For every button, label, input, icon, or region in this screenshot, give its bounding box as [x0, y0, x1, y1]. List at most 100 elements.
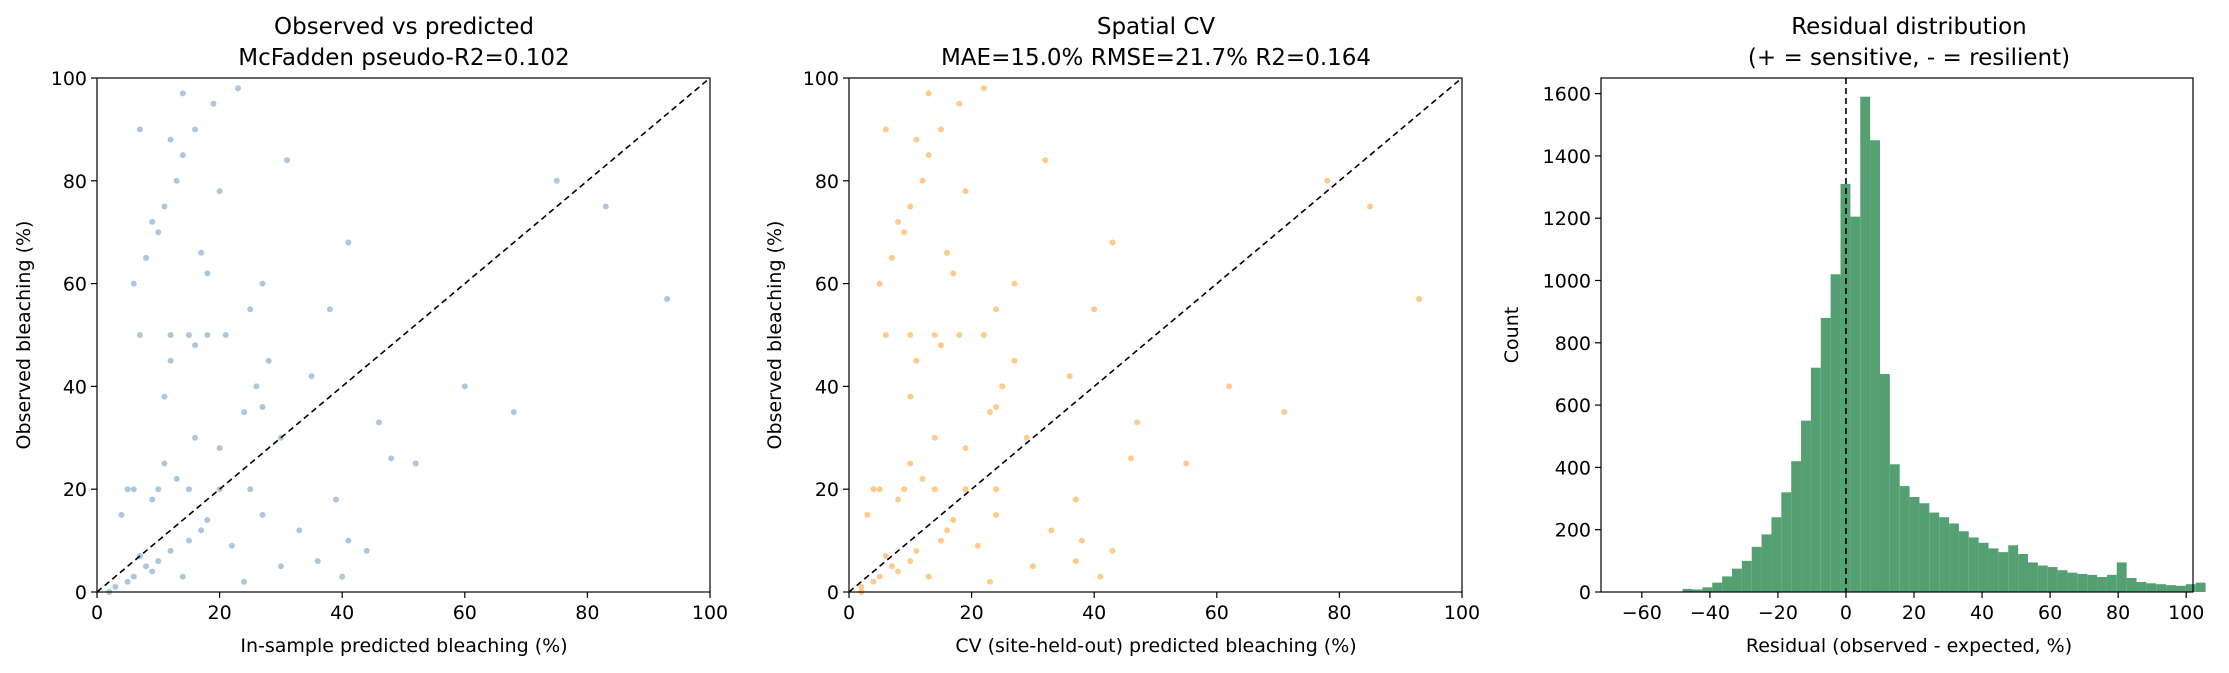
x-tick-label: 20 — [960, 602, 984, 624]
scatter-point — [974, 542, 981, 549]
scatter-point — [118, 511, 125, 518]
scatter-point — [253, 383, 260, 390]
histogram-bar — [1850, 216, 1861, 592]
histogram-bar — [1741, 560, 1752, 592]
scatter-point — [888, 254, 895, 261]
scatter-point — [155, 558, 162, 565]
x-axis-label: Residual (observed - expected, %) — [1746, 635, 2072, 657]
histogram-bar — [2027, 562, 2038, 592]
scatter-point — [167, 547, 174, 554]
x-axis-label: CV (site-held-out) predicted bleaching (… — [955, 635, 1356, 657]
scatter-point — [925, 573, 932, 580]
scatter-point — [980, 332, 987, 338]
scatter-point — [1226, 383, 1233, 390]
y-tick-label: 400 — [1555, 457, 1591, 479]
scatter-point — [956, 100, 963, 107]
scatter-point — [980, 85, 987, 92]
scatter-point — [143, 254, 150, 261]
scatter-point — [1109, 239, 1116, 246]
scatter-point — [913, 357, 920, 364]
scatter-point — [1048, 527, 1055, 534]
scatter-point — [999, 383, 1006, 390]
scatter-point — [913, 547, 920, 554]
scatter-point — [112, 583, 119, 590]
scatter-point — [876, 486, 883, 493]
histogram-bar — [1830, 274, 1841, 592]
scatter-point — [993, 306, 1000, 313]
histogram-panel-residuals: Residual distribution (+ = sensitive, - … — [1501, 14, 2206, 657]
identity-reference-line — [848, 77, 1463, 593]
scatter-point — [1072, 558, 1079, 565]
y-axis-label: Observed bleaching (%) — [13, 221, 35, 450]
scatter-point — [167, 332, 174, 338]
scatter-point — [1042, 157, 1049, 164]
scatter-point — [956, 332, 963, 338]
x-tick-label: 100 — [692, 602, 728, 624]
histogram-bar — [2185, 584, 2196, 592]
histogram-bar — [1998, 552, 2009, 592]
histogram-bar — [1702, 587, 1713, 592]
scatter-point — [1078, 537, 1085, 544]
scatter-point — [937, 537, 944, 544]
x-tick-label: 40 — [330, 602, 354, 624]
histogram-bar — [1761, 534, 1772, 592]
histogram-bar — [2106, 574, 2117, 592]
y-tick-label: 600 — [1555, 395, 1591, 417]
scatter-point — [993, 486, 1000, 493]
histogram-bar — [1899, 486, 1910, 592]
y-tick-label: 20 — [815, 479, 839, 501]
scatter-point — [1072, 496, 1079, 503]
x-tick-label: −60 — [1622, 602, 1662, 624]
scatter-point — [192, 126, 199, 133]
histogram-bar — [2067, 572, 2078, 592]
x-tick-label: 40 — [1970, 602, 1994, 624]
scatter-point — [136, 126, 143, 133]
scatter-point — [198, 527, 205, 534]
histogram-bar — [2008, 545, 2019, 592]
scatter-point — [901, 486, 908, 493]
scatter-point — [895, 218, 902, 225]
scatter-point — [179, 152, 186, 159]
scatter-point — [553, 177, 560, 184]
scatter-point — [1127, 455, 1134, 462]
scatter-point — [185, 332, 192, 338]
scatter-point — [864, 511, 871, 518]
scatter-point — [907, 558, 914, 565]
histogram-bar — [1801, 420, 1811, 592]
scatter-point — [950, 517, 957, 524]
x-tick-label: 60 — [1205, 602, 1229, 624]
histogram-bar — [1722, 576, 1732, 592]
y-axis-label: Count — [1501, 307, 1523, 363]
y-axis-ticks: 0 20 40 60 80 100 — [803, 68, 849, 604]
scatter-point — [345, 537, 352, 544]
scatter-point — [198, 249, 205, 256]
scatter-point — [1109, 547, 1116, 554]
scatter-point — [1066, 373, 1073, 380]
scatter-point — [265, 357, 272, 364]
scatter-point — [173, 177, 180, 184]
x-tick-label: 0 — [843, 602, 855, 624]
scatter-point — [124, 578, 131, 585]
y-tick-label: 1200 — [1543, 208, 1591, 230]
x-axis-label: In-sample predicted bleaching (%) — [240, 635, 567, 657]
histogram-bar — [1771, 517, 1782, 592]
axes-frame — [1600, 77, 2194, 593]
scatter-point — [510, 409, 517, 416]
histogram-bar — [2097, 577, 2107, 592]
y-axis-ticks: 0 200 400 600 800 1000 1200 1400 1600 — [1543, 84, 1601, 604]
x-axis-ticks: 0 20 40 60 80 100 — [843, 592, 1480, 624]
scatter-point — [155, 229, 162, 236]
scatter-point — [925, 152, 932, 159]
y-tick-label: 40 — [815, 376, 839, 398]
y-tick-label: 800 — [1555, 333, 1591, 355]
histogram-bar — [1810, 367, 1821, 592]
scatter-point — [375, 419, 382, 426]
scatter-point — [130, 486, 137, 493]
scatter-point — [1091, 306, 1098, 313]
scatter-point — [161, 203, 168, 210]
histogram-bar — [2116, 562, 2127, 592]
y-tick-label: 1400 — [1543, 146, 1591, 168]
y-tick-label: 40 — [63, 376, 87, 398]
scatter-point — [179, 90, 186, 97]
histogram-bar — [1820, 317, 1831, 592]
